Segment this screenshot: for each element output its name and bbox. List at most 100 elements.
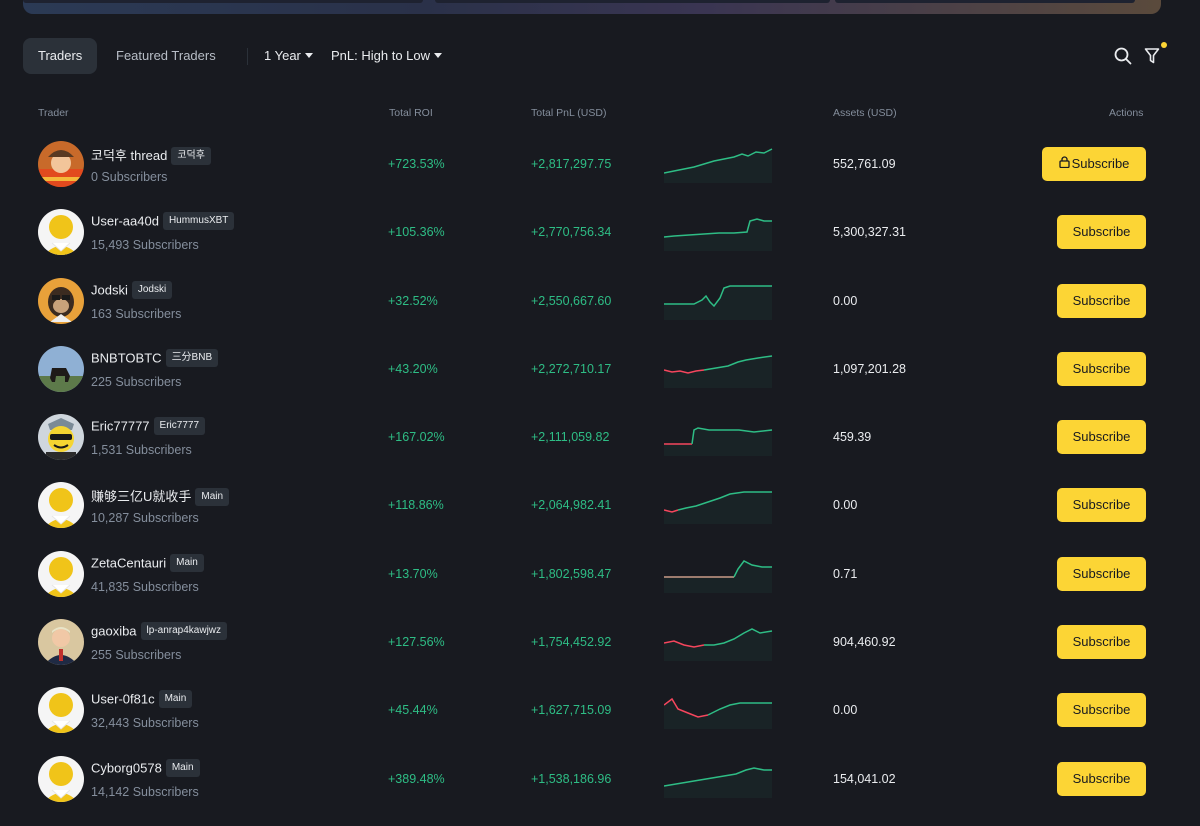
trader-tag: Jodski bbox=[131, 280, 173, 299]
header-pnl: Total PnL (USD) bbox=[531, 107, 607, 119]
avatar[interactable] bbox=[38, 550, 84, 597]
total-pnl: +1,627,715.09 bbox=[531, 703, 612, 718]
filter-icon[interactable] bbox=[1144, 42, 1167, 66]
table-row[interactable]: gaoxiba lp-anrap4kawjwz 255 Subscribers +… bbox=[0, 608, 1200, 676]
table-row[interactable]: User-aa40d HummusXBT 15,493 Subscribers +… bbox=[0, 198, 1200, 266]
total-roi: +45.44% bbox=[388, 703, 438, 718]
trader-name[interactable]: 赚够三亿U就收手 Main bbox=[91, 486, 230, 507]
total-pnl: +2,064,982.41 bbox=[531, 498, 612, 513]
table-row[interactable]: 코덕후 thread 코덕후 0 Subscribers +723.53% +2,… bbox=[0, 130, 1200, 198]
trader-tag: Main bbox=[165, 758, 200, 777]
sparkline-positive bbox=[663, 148, 773, 174]
subscribe-label: Subscribe bbox=[1071, 156, 1130, 171]
assets-value: 0.00 bbox=[833, 293, 858, 308]
search-icon[interactable] bbox=[1113, 46, 1133, 66]
subscribe-button[interactable]: Subscribe bbox=[1057, 488, 1146, 523]
period-label: 1 Year bbox=[264, 48, 301, 63]
trader-name[interactable]: Cyborg0578 Main bbox=[91, 758, 200, 778]
lock-icon bbox=[1058, 147, 1070, 181]
subscriber-count: 163 Subscribers bbox=[91, 306, 182, 321]
filter-active-dot bbox=[1161, 42, 1167, 48]
trader-tag: Main bbox=[170, 553, 204, 572]
sort-dropdown[interactable]: PnL: High to Low bbox=[331, 38, 443, 74]
sparkline-negative bbox=[663, 640, 705, 648]
trader-name[interactable]: User-0f81c Main bbox=[91, 690, 193, 709]
table-row[interactable]: Jodski Jodski 163 Subscribers +32.52% +2,… bbox=[0, 267, 1200, 335]
table-header: Trader Total ROI Total PnL (USD) Assets … bbox=[0, 107, 1200, 121]
pnl-sparkline bbox=[664, 420, 774, 457]
subscribe-button[interactable]: Subscribe bbox=[1057, 761, 1146, 796]
subscribe-button[interactable]: Subscribe bbox=[1057, 625, 1146, 660]
subscriber-count: 1,531 Subscribers bbox=[91, 443, 192, 458]
table-row[interactable]: User-0f81c Main 32,443 Subscribers +45.44… bbox=[0, 676, 1200, 744]
avatar[interactable] bbox=[38, 209, 84, 256]
period-dropdown[interactable]: 1 Year bbox=[264, 38, 313, 74]
total-roi: +118.86% bbox=[388, 498, 444, 513]
subscribe-button[interactable]: Subscribe bbox=[1042, 147, 1146, 181]
sparkline-positive bbox=[691, 427, 773, 445]
pnl-sparkline bbox=[663, 352, 774, 388]
trader-name-text: gaoxiba bbox=[91, 623, 137, 639]
subscribe-button[interactable]: Subscribe bbox=[1057, 283, 1146, 318]
chevron-down-icon bbox=[434, 53, 443, 59]
table-row[interactable]: BNBTOBTC 三分BNB 225 Subscribers +43.20% +2… bbox=[0, 335, 1200, 403]
sparkline-positive bbox=[707, 702, 772, 717]
assets-value: 0.71 bbox=[833, 566, 858, 581]
avatar[interactable] bbox=[38, 687, 84, 734]
subscribe-button[interactable]: Subscribe bbox=[1057, 693, 1146, 728]
subscribe-label: Subscribe bbox=[1072, 360, 1131, 376]
subscribe-label: Subscribe bbox=[1072, 224, 1131, 240]
toolbar: Traders Featured Traders 1 Year PnL: Hig… bbox=[23, 38, 1167, 74]
avatar[interactable] bbox=[38, 619, 84, 666]
trader-tag: HummusXBT bbox=[162, 212, 235, 231]
trader-tag: lp-anrap4kawjwz bbox=[140, 622, 228, 641]
trader-tag: Eric7777 bbox=[153, 417, 206, 436]
avatar[interactable] bbox=[38, 141, 84, 187]
avatar[interactable] bbox=[38, 755, 84, 802]
subscribe-button[interactable]: Subscribe bbox=[1057, 351, 1146, 386]
subscriber-count: 225 Subscribers bbox=[91, 374, 182, 389]
sparkline-negative bbox=[663, 698, 709, 719]
table-row[interactable]: ZetaCentauri Main 41,835 Subscribers +13.… bbox=[0, 540, 1200, 608]
total-pnl: +2,550,667.60 bbox=[531, 293, 612, 308]
trader-name-text: 코덕후 thread bbox=[91, 148, 168, 163]
table-row[interactable]: 赚够三亿U就收手 Main 10,287 Subscribers +118.86%… bbox=[0, 471, 1200, 539]
table-row[interactable]: Eric77777 Eric7777 1,531 Subscribers +167… bbox=[0, 403, 1200, 471]
assets-value: 5,300,327.31 bbox=[833, 225, 906, 240]
avatar[interactable] bbox=[38, 482, 84, 529]
avatar[interactable] bbox=[38, 345, 84, 392]
total-roi: +723.53% bbox=[388, 157, 445, 171]
trader-name-text: User-aa40d bbox=[91, 213, 159, 229]
table-row[interactable]: Cyborg0578 Main 14,142 Subscribers +389.4… bbox=[0, 745, 1200, 813]
sparkline-positive bbox=[704, 628, 773, 646]
assets-value: 904,460.92 bbox=[833, 635, 896, 650]
trader-name[interactable]: ZetaCentauri Main bbox=[91, 553, 204, 573]
subscribe-label: Subscribe bbox=[1072, 634, 1131, 650]
total-roi: +167.02% bbox=[388, 430, 445, 445]
total-roi: +13.70% bbox=[388, 566, 438, 581]
tab-traders[interactable]: Traders bbox=[23, 38, 98, 74]
trader-name-text: 赚够三亿U就收手 bbox=[91, 489, 192, 505]
assets-value: 459.39 bbox=[833, 430, 872, 445]
subscribe-button[interactable]: Subscribe bbox=[1057, 556, 1146, 591]
total-roi: +389.48% bbox=[388, 771, 445, 786]
trader-name[interactable]: BNBTOBTC 三分BNB bbox=[91, 348, 219, 368]
subscribe-button[interactable]: Subscribe bbox=[1057, 215, 1146, 250]
assets-value: 0.00 bbox=[833, 703, 858, 718]
trader-name[interactable]: User-aa40d HummusXBT bbox=[91, 212, 235, 231]
trader-name-text: BNBTOBTC bbox=[91, 350, 162, 366]
trader-tag: Main bbox=[195, 488, 230, 507]
sparkline-positive bbox=[703, 355, 773, 371]
trader-name[interactable]: Eric77777 Eric7777 bbox=[91, 417, 206, 436]
total-roi: +105.36% bbox=[388, 225, 445, 240]
avatar[interactable] bbox=[38, 277, 84, 324]
tab-featured-traders[interactable]: Featured Traders bbox=[116, 48, 216, 63]
subscribe-label: Subscribe bbox=[1072, 565, 1131, 581]
total-pnl: +1,754,452.92 bbox=[531, 635, 612, 650]
trader-name[interactable]: gaoxiba lp-anrap4kawjwz bbox=[91, 622, 228, 641]
subscribe-button[interactable]: Subscribe bbox=[1057, 420, 1146, 455]
avatar[interactable] bbox=[38, 414, 84, 461]
trader-name[interactable]: Jodski Jodski bbox=[91, 280, 173, 300]
subscriber-count: 15,493 Subscribers bbox=[91, 238, 199, 253]
trader-name[interactable]: 코덕후 thread 코덕후 bbox=[91, 145, 211, 166]
